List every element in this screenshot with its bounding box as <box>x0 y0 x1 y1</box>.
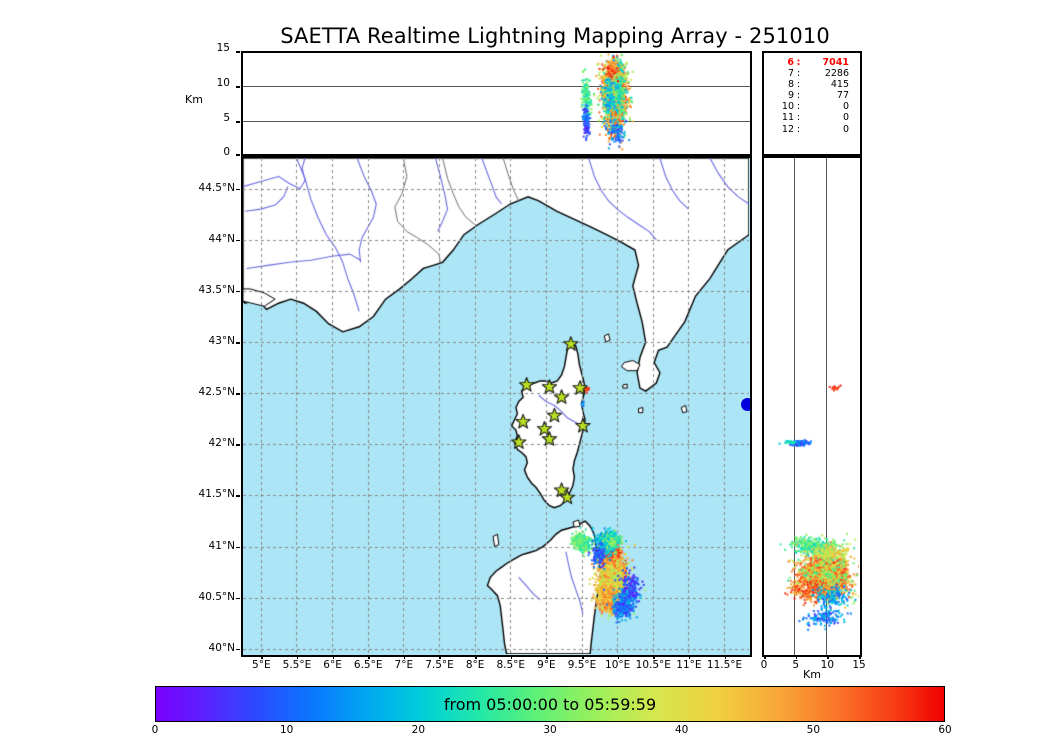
stats-separator: : <box>796 79 801 91</box>
stats-station-count: 7 <box>787 68 794 80</box>
page-title: SAETTA Realtime Lightning Mapping Array … <box>280 24 830 48</box>
longitude-tick-label: 6°E <box>323 659 342 671</box>
stats-row: 10: 0 <box>768 101 856 112</box>
latitude-tick-label: 41.5°N <box>198 488 235 501</box>
stats-separator: : <box>796 90 801 102</box>
colorbar-tick-label: 60 <box>938 724 952 736</box>
stats-row: 12: 0 <box>768 124 856 135</box>
colorbar-time-range-label: from 05:00:00 to 05:59:59 <box>443 694 657 714</box>
colorbar-tick-label: 10 <box>279 724 294 736</box>
longitude-tick-label: 7°E <box>394 659 414 671</box>
alt-right-tick-label: 15 <box>852 659 866 671</box>
stats-station-count: 11 <box>781 112 794 124</box>
longitude-tick-label: 8.5°E <box>496 659 526 671</box>
stats-row: 11: 0 <box>768 112 856 123</box>
alt-top-tick-10: 10 <box>216 77 230 89</box>
latitude-tick-label: 40.5°N <box>198 590 235 603</box>
longitude-tick-label: 11°E <box>676 659 702 671</box>
source-count-stats-panel: 6: 7041 7: 2286 8: 415 9: 77 10: 0 11: 0 12: 0 <box>762 51 862 156</box>
latitude-tick-label: 41°N <box>208 539 235 552</box>
colorbar-tick-label: 40 <box>674 724 689 736</box>
lightning-map-panel[interactable] <box>241 156 752 657</box>
latitude-tick-label: 42°N <box>208 437 235 450</box>
stats-station-count: 10 <box>781 101 794 113</box>
stats-separator: : <box>796 123 801 135</box>
stats-station-count: 8 <box>787 79 794 91</box>
longitude-tick-label: 10.5°E <box>635 659 671 671</box>
stats-source-count: 415 <box>830 79 849 91</box>
alt-right-axis-title: Km <box>803 668 821 681</box>
longitude-tick-label: 10°E <box>605 659 631 671</box>
stats-table: 6: 7041 7: 2286 8: 415 9: 77 10: 0 11: 0 12: 0 <box>768 57 856 135</box>
longitude-tick-label: 8°E <box>465 659 485 671</box>
colorbar-tick-label: 30 <box>543 724 557 736</box>
stats-row: 6: 7041 <box>768 57 856 68</box>
time-colorbar[interactable]: from 05:00:00 to 05:59:59 0 10 20 30 40 50 60 <box>152 686 952 736</box>
latitude-tick-label: 44°N <box>208 232 235 245</box>
alt-right-tick-label: 10 <box>820 659 835 671</box>
longitude-tick-label: 5.5°E <box>282 659 312 671</box>
stats-separator: : <box>796 57 801 68</box>
stats-station-count: 12 <box>781 123 794 135</box>
latitude-tick-label: 40°N <box>208 641 235 654</box>
colorbar-tick-label: 50 <box>806 724 821 736</box>
alt-top-tick-15: 15 <box>216 42 230 54</box>
stats-row: 9: 77 <box>768 90 856 101</box>
stats-source-count: 77 <box>836 90 849 102</box>
stats-station-count: 6 <box>787 57 794 68</box>
colorbar-gradient <box>155 686 945 722</box>
longitude-tick-label: 5°E <box>252 659 271 671</box>
stats-row: 7: 2286 <box>768 68 856 79</box>
latitude-tick-label: 43°N <box>208 335 235 348</box>
longitude-tick-label: 7.5°E <box>425 659 454 671</box>
stats-separator: : <box>796 101 801 113</box>
stats-row: 8: 415 <box>768 79 856 90</box>
alt-top-axis-title: Km <box>185 93 203 106</box>
colorbar-tick-label: 0 <box>151 724 159 736</box>
colorbar-tick-label: 20 <box>411 724 426 736</box>
alt-right-tick-label: 5 <box>792 659 799 671</box>
latitude-tick-label: 44.5°N <box>198 181 235 194</box>
stats-separator: : <box>796 68 801 80</box>
longitude-tick-label: 11.5°E <box>706 659 743 671</box>
latitude-tick-label: 43.5°N <box>198 283 235 296</box>
stats-source-count: 0 <box>842 101 849 113</box>
stats-station-count: 9 <box>787 90 794 102</box>
altitude-vs-latitude-panel[interactable] <box>762 156 862 657</box>
latitude-tick-label: 42.5°N <box>198 386 235 399</box>
longitude-tick-label: 9.5°E <box>567 659 597 671</box>
altitude-vs-longitude-panel[interactable] <box>241 51 752 156</box>
marker-dot <box>741 398 750 411</box>
stats-source-count: 0 <box>842 123 849 135</box>
alt-right-tick-label: 0 <box>760 659 768 671</box>
longitude-tick-label: 9°E <box>537 659 556 671</box>
alt-top-tick-5: 5 <box>223 112 230 124</box>
stats-separator: : <box>796 112 801 124</box>
stats-source-count: 7041 <box>822 57 849 68</box>
alt-top-tick-0: 0 <box>223 146 230 158</box>
stats-source-count: 2286 <box>824 68 849 80</box>
stats-source-count: 0 <box>842 112 849 124</box>
longitude-tick-label: 6.5°E <box>353 659 383 671</box>
